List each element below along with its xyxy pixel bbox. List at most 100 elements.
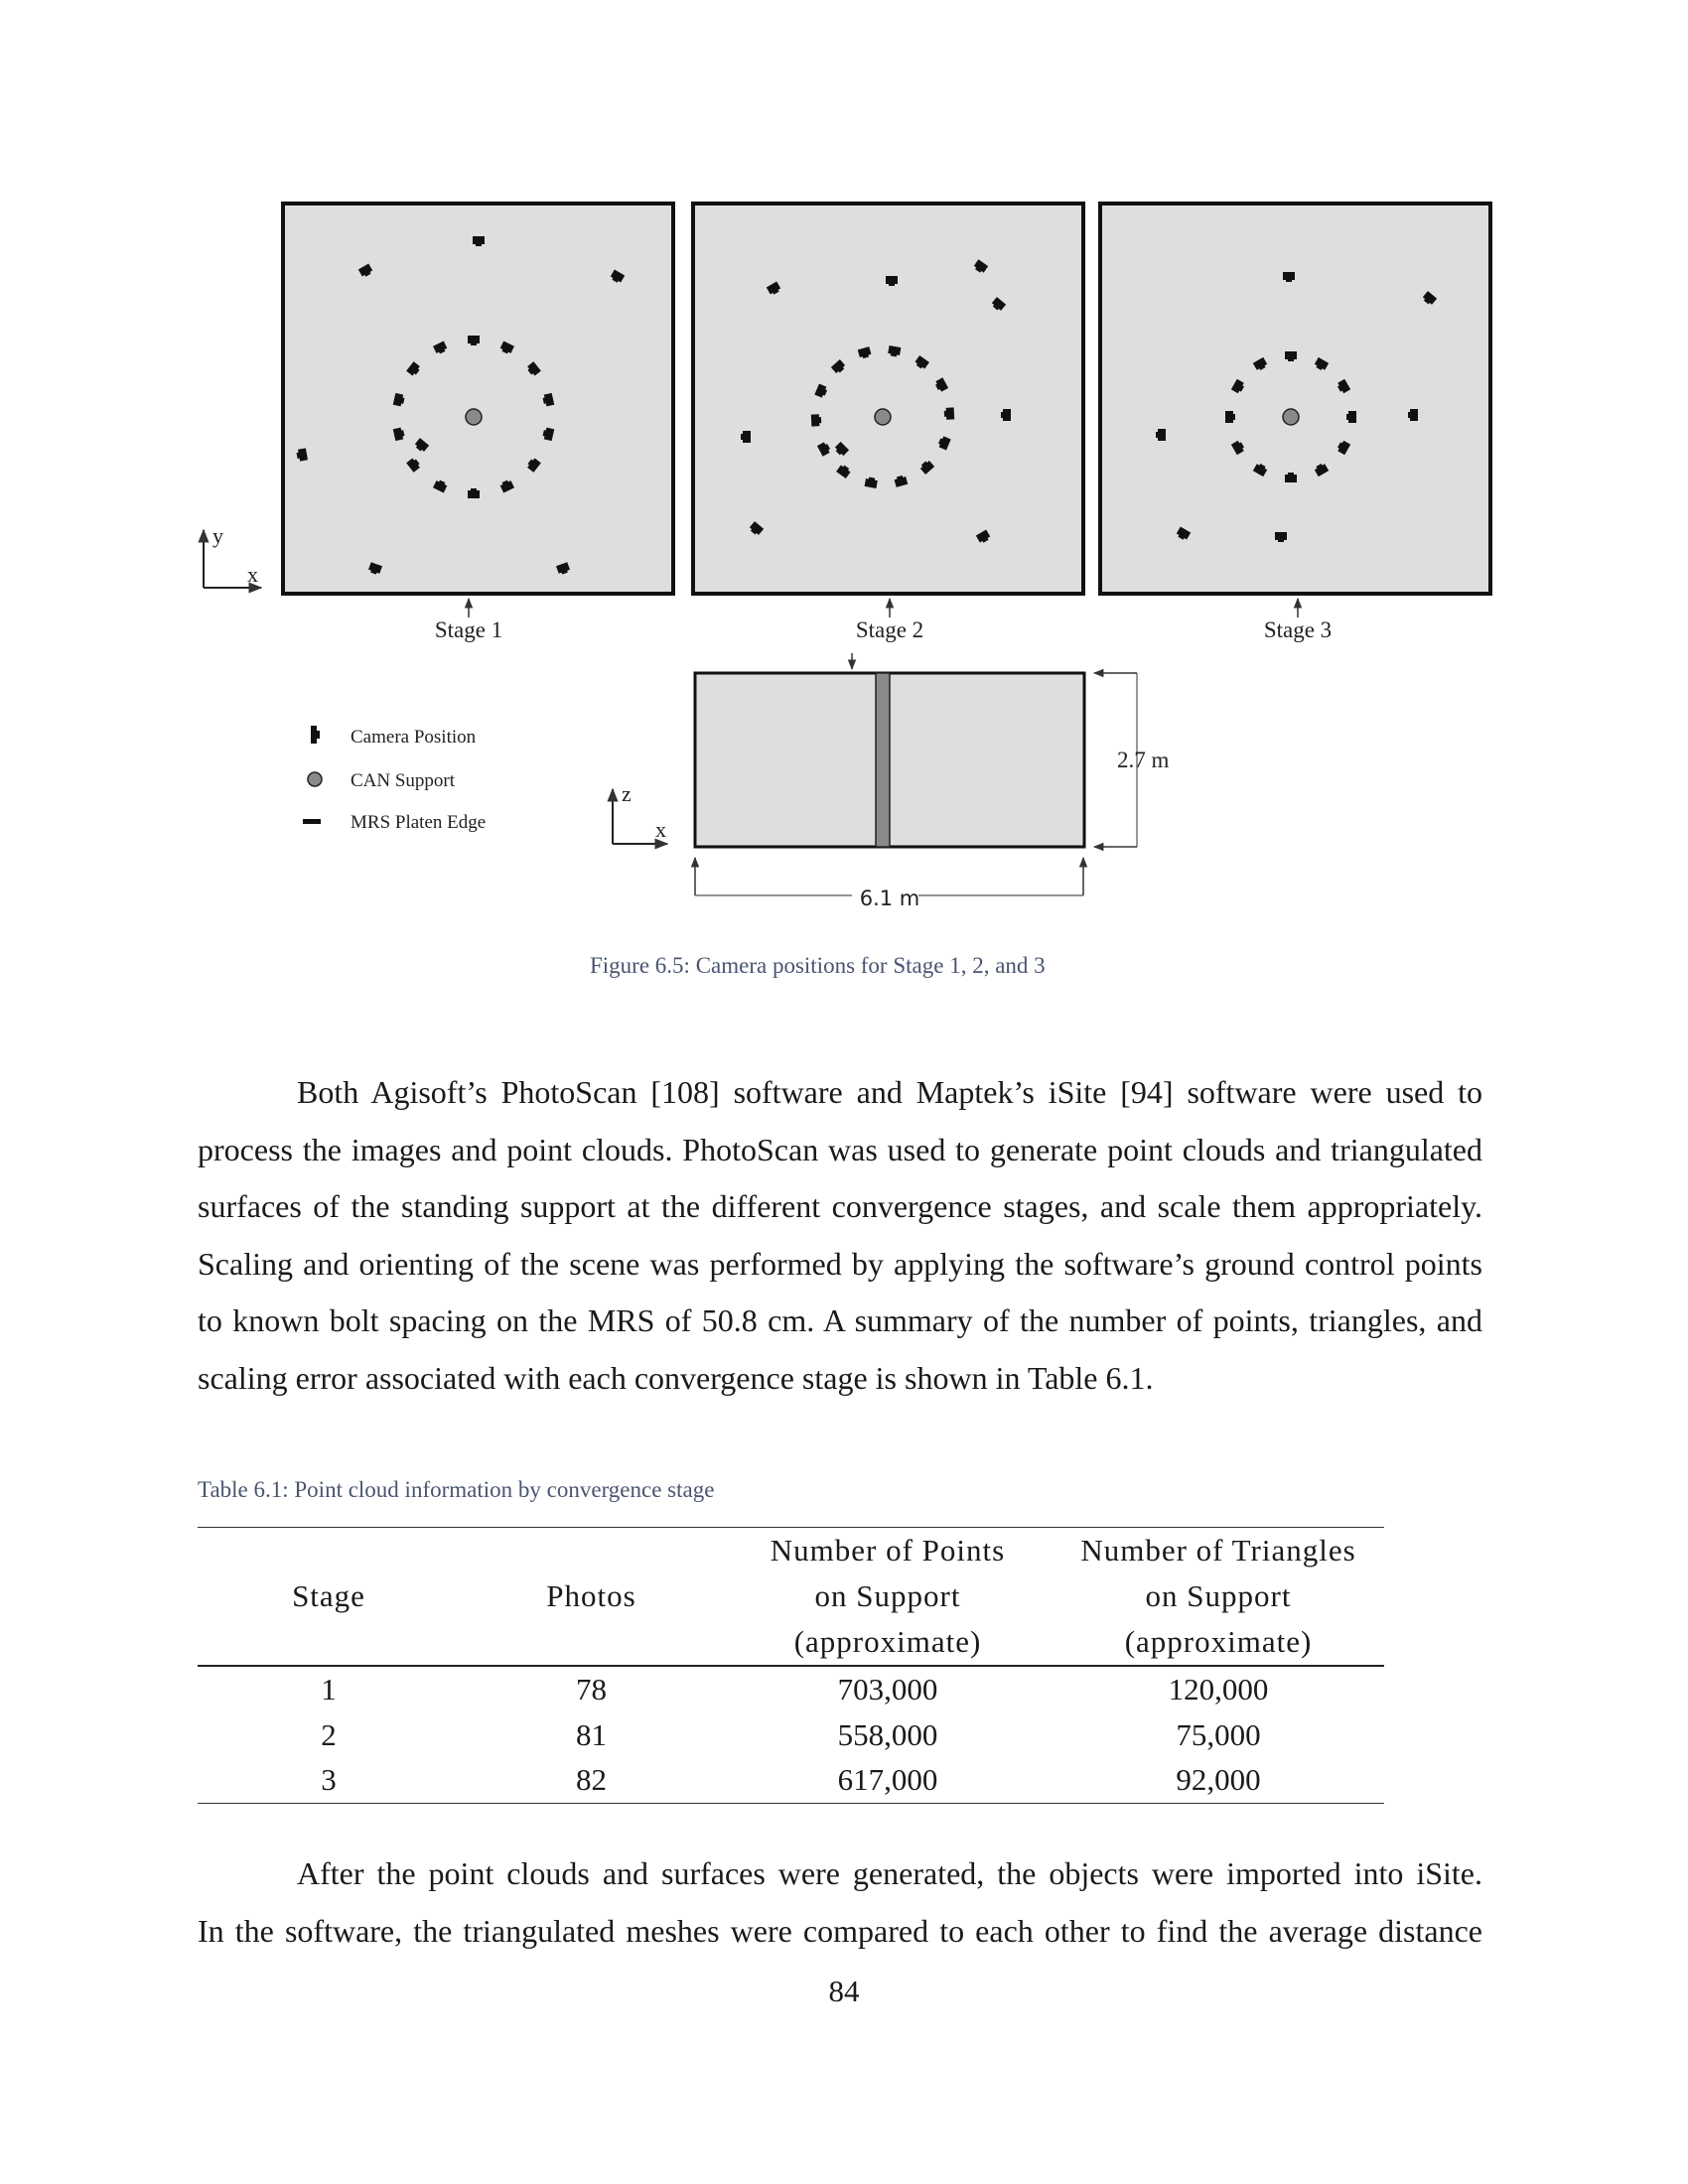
camera-marker: [296, 448, 308, 462]
legend-item-platen-edge: MRS Platen Edge: [303, 812, 486, 833]
paragraph-line: surfaces of the standing support at the …: [198, 1188, 1482, 1224]
camera-marker: [433, 341, 448, 354]
camera-marker: [1225, 411, 1235, 423]
camera-marker: [406, 458, 420, 473]
camera-marker: [749, 521, 765, 535]
camera-marker: [406, 361, 420, 376]
camera-marker: [527, 361, 541, 376]
camera-marker: [830, 359, 846, 373]
cell-points: 617,000: [837, 1762, 938, 1797]
side-view: [693, 671, 1086, 849]
cell-points: 703,000: [837, 1672, 938, 1706]
camera-marker: [766, 281, 781, 295]
paragraph-line: process the images and point clouds. Pho…: [198, 1131, 1482, 1167]
header-points-line: (approximate): [793, 1624, 982, 1659]
camera-marker: [1336, 440, 1351, 456]
camera-marker: [1230, 378, 1245, 394]
camera-marker: [1346, 411, 1356, 423]
z-axis-label: z: [622, 781, 632, 806]
camera-marker: [1275, 532, 1287, 542]
camera-marker: [864, 477, 878, 488]
paragraph-line: After the point clouds and surfaces were…: [297, 1855, 1482, 1891]
page-number: 84: [828, 1974, 860, 2008]
legend-label-can-support: CAN Support: [351, 770, 456, 791]
zx-axes-indicator: z x: [607, 781, 669, 850]
camera-marker: [937, 436, 951, 451]
header-points: Number of Points on Support (approximate…: [723, 1528, 1053, 1667]
camera-marker: [1336, 378, 1351, 394]
header-triangles-line: Number of Triangles: [1080, 1533, 1356, 1568]
stage-labels: Stage 1 Stage 2 Stage 3: [435, 597, 1332, 671]
camera-marker: [1252, 463, 1268, 478]
camera-marker: [1230, 440, 1245, 456]
camera-marker: [555, 562, 571, 575]
cell-photos: 82: [576, 1762, 607, 1797]
table-header-row: Stage Photos Number of Points on Support…: [198, 1527, 1384, 1667]
stage-3-panel: [1098, 202, 1492, 596]
camera-marker: [991, 297, 1007, 311]
legend-label-platen-edge: MRS Platen Edge: [351, 812, 486, 833]
header-triangles-line: (approximate): [1124, 1624, 1313, 1659]
camera-marker: [888, 345, 902, 357]
camera-marker: [392, 392, 405, 407]
camera-marker: [810, 414, 822, 427]
stage-2-label: Stage 2: [856, 617, 923, 642]
cell-photos: 78: [576, 1672, 607, 1706]
paragraph-line: Scaling and orienting of the scene was p…: [198, 1245, 1482, 1282]
figure-caption: Figure 6.5: Camera positions for Stage 1…: [590, 953, 1046, 978]
legend-item-camera: Camera Position: [311, 726, 477, 748]
header-stage: Stage: [292, 1578, 365, 1613]
stage-1-panel: [281, 202, 675, 596]
legend: Camera Position CAN Support MRS Platen E…: [303, 726, 486, 833]
y-axis-label: y: [212, 523, 223, 548]
camera-marker: [973, 259, 989, 273]
cell-stage: 3: [321, 1762, 337, 1797]
camera-marker: [857, 346, 872, 359]
camera-marker: [367, 562, 383, 575]
cell-photos: 81: [576, 1716, 607, 1752]
camera-marker: [919, 461, 935, 475]
point-cloud-table: Stage Photos Number of Points on Support…: [198, 1527, 1384, 1804]
camera-marker: [1314, 356, 1330, 371]
header-points-line: on Support: [814, 1578, 961, 1613]
camera-marker: [499, 479, 514, 493]
can-support-stage-3: [1282, 408, 1300, 426]
paragraph-line: to known bolt spacing on the MRS of 50.8…: [198, 1302, 1482, 1338]
paragraph-line: Both Agisoft’s PhotoScan [108] software …: [297, 1074, 1482, 1110]
stage-2-panel: [691, 202, 1085, 596]
width-dimension: 6.1 m: [690, 856, 1088, 910]
camera-marker: [527, 458, 541, 473]
camera-marker: [357, 263, 373, 277]
camera-marker: [473, 236, 485, 246]
table-row: 3 82 617,000 92,000: [198, 1757, 1384, 1803]
camera-markers: [296, 236, 1438, 804]
can-support-icon: [307, 771, 323, 787]
height-dimension: 2.7 m: [1092, 668, 1170, 852]
camera-marker: [1176, 526, 1192, 540]
camera-marker: [943, 407, 955, 420]
camera-marker: [610, 269, 626, 283]
width-dimension-label: 6.1 m: [860, 887, 920, 910]
can-support-stage-1: [465, 408, 483, 426]
x-axis-label: x: [247, 562, 258, 587]
camera-marker: [836, 465, 851, 478]
height-dimension-label: 2.7 m: [1117, 748, 1170, 772]
cell-stage: 2: [321, 1716, 337, 1752]
figure-6-5: y x Stage 1 Stage 2 Stage 3 z x 2.7 m: [198, 202, 1492, 910]
body-paragraph-1: Both Agisoft’s PhotoScan [108] software …: [198, 1064, 1482, 1407]
x-axis-label-side: x: [655, 817, 666, 842]
table-caption: Table 6.1: Point cloud information by co…: [198, 1477, 715, 1502]
camera-marker: [741, 431, 751, 443]
camera-marker: [468, 336, 480, 345]
camera-marker: [1156, 429, 1166, 441]
camera-marker: [886, 276, 898, 286]
header-triangles: Number of Triangles on Support (approxim…: [1053, 1528, 1384, 1667]
camera-marker: [414, 438, 430, 452]
header-triangles-line: on Support: [1145, 1578, 1292, 1613]
camera-marker: [542, 392, 555, 407]
camera-marker: [468, 488, 480, 498]
stage-1-label: Stage 1: [435, 617, 502, 642]
legend-label-camera: Camera Position: [351, 727, 477, 748]
platen-edge-icon: [303, 819, 321, 824]
camera-marker: [816, 442, 830, 457]
